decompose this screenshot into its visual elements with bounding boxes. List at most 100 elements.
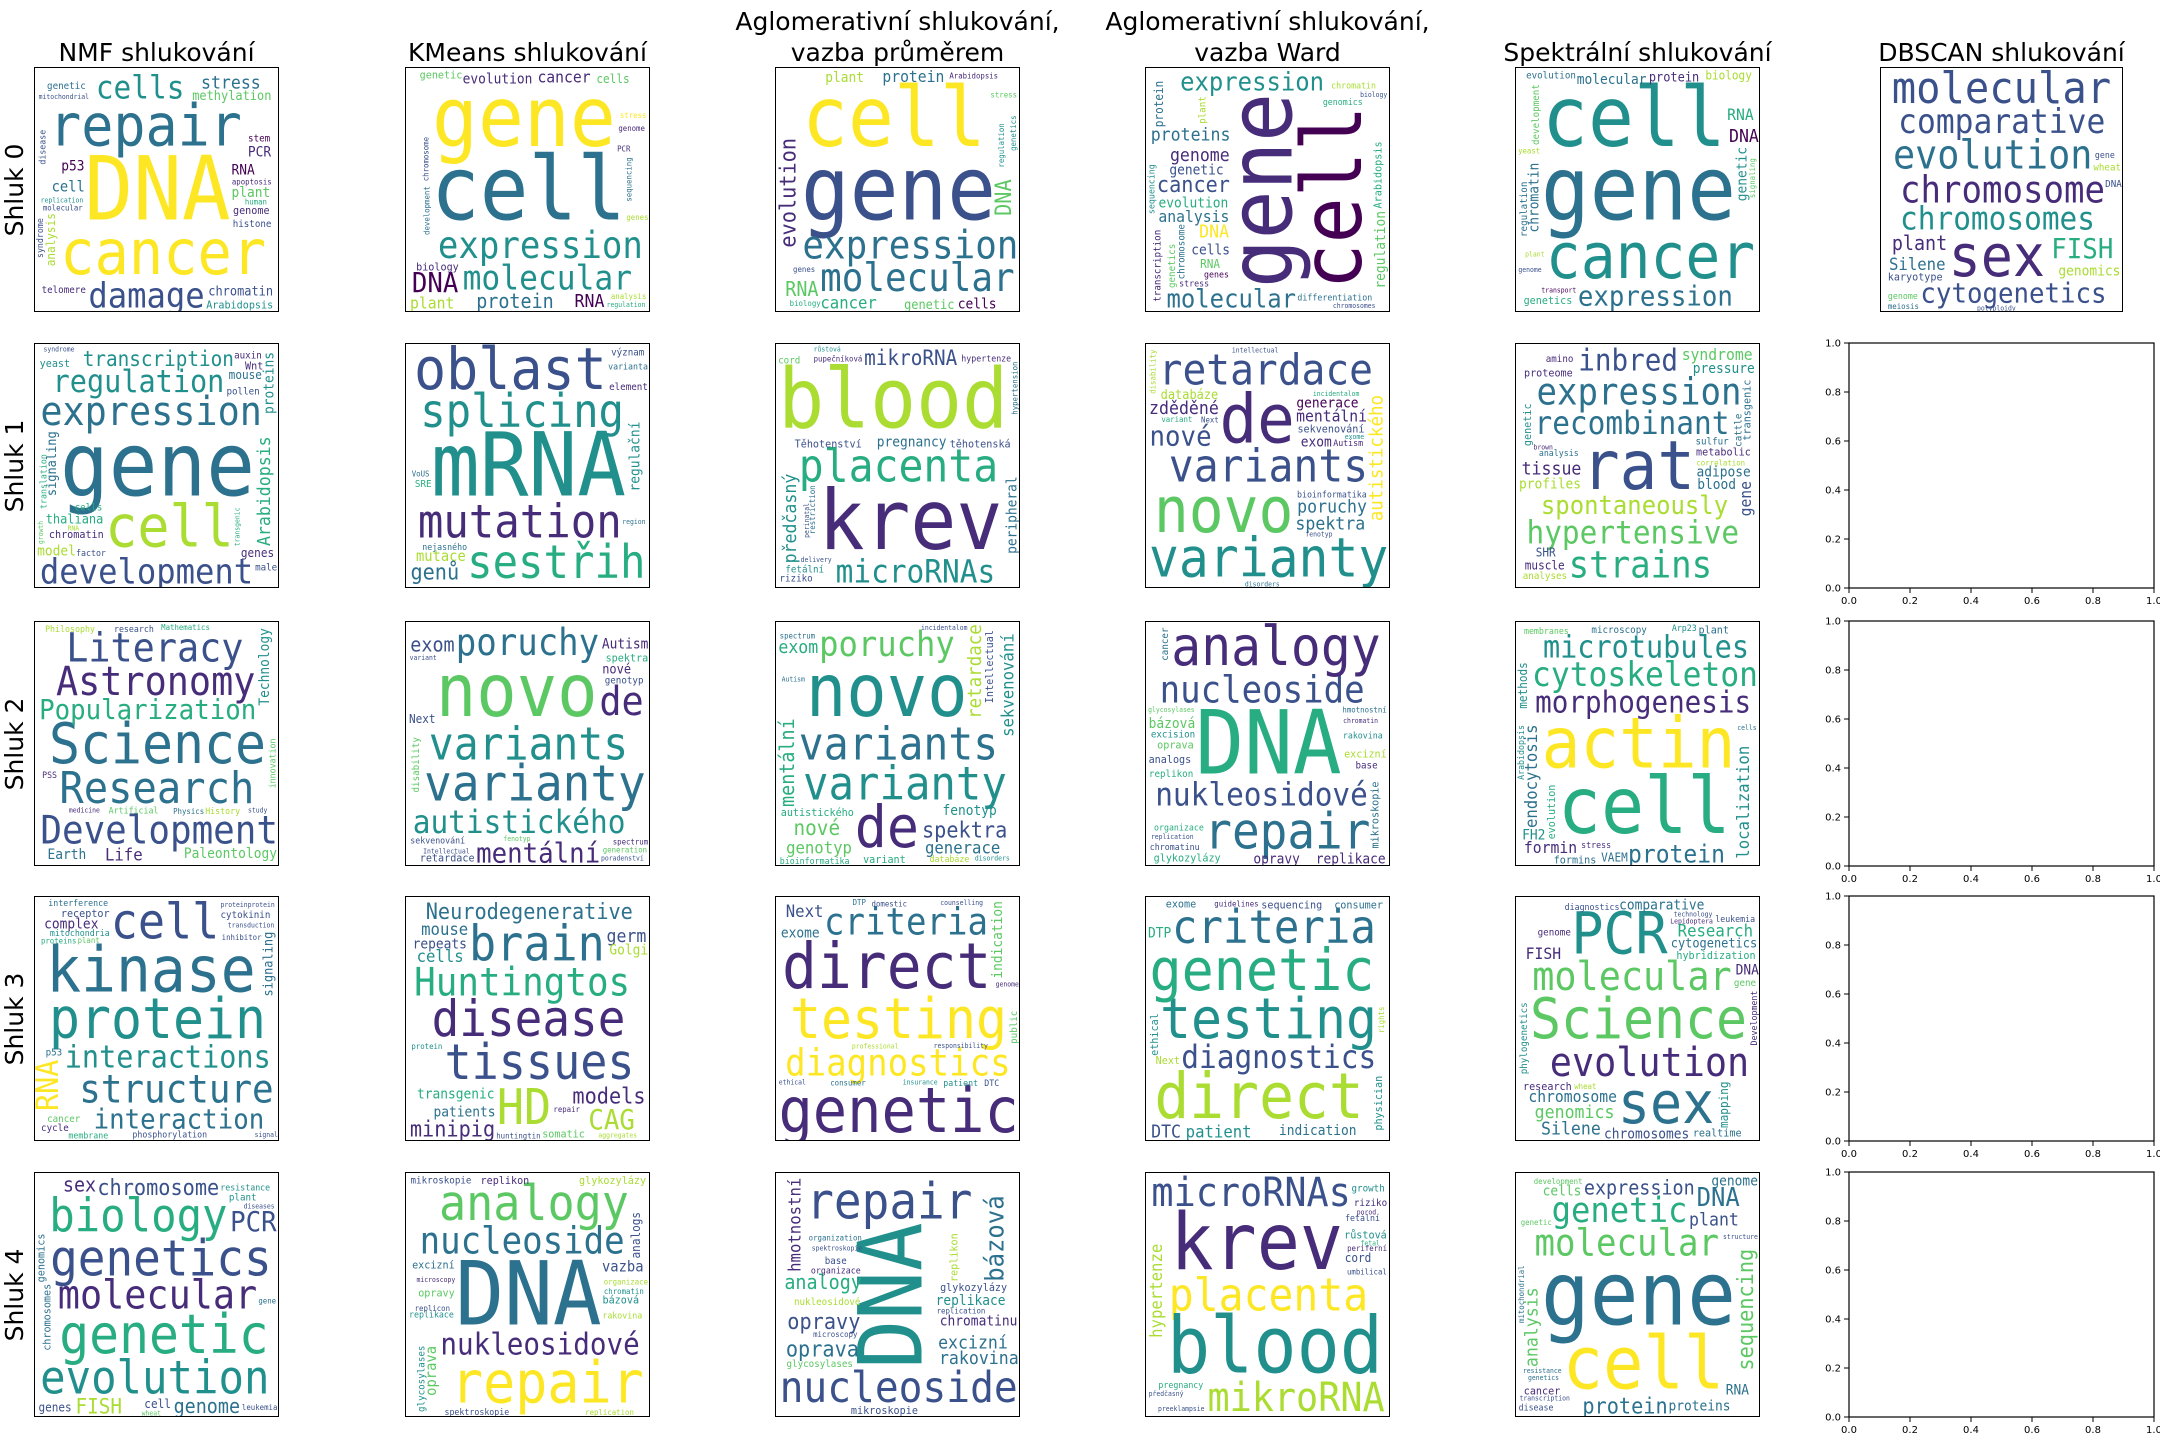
wordcloud-word: study (248, 807, 267, 815)
wordcloud-word: hypertenze (961, 354, 1011, 364)
wordcloud-word: rakovina (939, 1348, 1019, 1369)
wordcloud-word: analogs (1149, 753, 1192, 766)
wordcloud-word: biology (1705, 69, 1752, 83)
wordcloud-word: somatic (542, 1127, 585, 1140)
wordcloud-word: development (1531, 84, 1542, 145)
x-tick-label: 0.2 (1902, 1425, 1918, 1436)
wordcloud-word: glycosylases (787, 1359, 853, 1370)
wordcloud-word: evolution (1545, 785, 1558, 840)
wordcloud-word: mikroskopie (411, 1175, 472, 1186)
wordcloud-word: variant (1161, 415, 1192, 424)
wordcloud-word: patient (943, 1079, 978, 1089)
wordcloud-word: insurance (903, 1078, 938, 1086)
wordcloud-word: repair (553, 1105, 580, 1114)
wordcloud-word: growth (1352, 1184, 1385, 1195)
wordcloud-word: poruchy (456, 622, 599, 664)
y-tick-label: 0.8 (1825, 1217, 1841, 1228)
wordcloud-word: nejasného (422, 542, 467, 553)
wordcloud-word: replication (41, 196, 84, 204)
column-title: Spektrální shlukování (1428, 37, 1848, 68)
wordcloud-word: evolution (463, 72, 533, 88)
wordcloud-word: complex (44, 916, 98, 932)
wordcloud-word: signaling (262, 932, 277, 997)
wordcloud-word: formins (1554, 853, 1597, 866)
y-tick-label: 0.0 (1825, 1413, 1841, 1424)
wordcloud-word: patient (1186, 1123, 1252, 1141)
wordcloud-word: DTC (1151, 1121, 1181, 1141)
x-tick-label: 0.4 (1963, 1425, 1979, 1436)
wordcloud-word: chromosome (1177, 224, 1188, 279)
wordcloud-word: protein (1649, 71, 1699, 86)
row-label: Shluk 3 (0, 919, 30, 1119)
wordcloud-word: Mathematics (161, 623, 210, 632)
wordcloud: variantsvariantуnovoautistickéhodeporuch… (406, 622, 650, 866)
wordcloud: genecellcancerexpressionmolecularDNAprot… (1516, 68, 1760, 312)
wordcloud-word: cell (105, 493, 234, 561)
wordcloud-word: physician (1372, 1076, 1385, 1131)
wordcloud-word: profiles (1519, 477, 1581, 493)
wordcloud-word: correlation (1696, 458, 1745, 467)
wordcloud-word: human (245, 197, 267, 206)
wordcloud-word: signaling (1748, 158, 1757, 198)
wordcloud-word: Arabidopsis (1372, 141, 1385, 208)
wordcloud-word: porod (1357, 1208, 1376, 1216)
wordcloud-word: chromosomes (1604, 1127, 1689, 1141)
wordcloud-word: replication (585, 1408, 634, 1417)
wordcloud: genecellmoleculargeneticproteinexpressio… (1516, 1173, 1760, 1417)
wordcloud-word: plant (1689, 1209, 1739, 1230)
y-tick-label: 0.4 (1825, 486, 1841, 497)
wordcloud-word: riziko (779, 574, 812, 585)
y-tick-label: 0.2 (1825, 1088, 1841, 1099)
wordcloud-word: biology (790, 299, 821, 308)
wordcloud-word: factor (76, 549, 106, 559)
wordcloud-word: ethical (1148, 1013, 1161, 1056)
wordcloud-word: Development (1750, 991, 1760, 1046)
wordcloud-word: Autism (602, 637, 649, 653)
wordcloud-word: opravy (418, 1287, 455, 1300)
x-tick-label: 0.6 (2024, 1425, 2040, 1436)
y-tick-label: 0.2 (1825, 535, 1841, 546)
wordcloud-word: biology (1360, 91, 1387, 99)
wordcloud-word: Philosophy (45, 625, 95, 635)
wordcloud-word: sestřih (467, 535, 645, 588)
wordcloud-word: cord (778, 355, 800, 366)
wordcloud-word: analysis (611, 292, 647, 301)
wordcloud: DNAnucleosiderepairnukleosidovéanalogyre… (776, 1173, 1020, 1417)
wordcloud-word: nukleosidové (794, 1296, 860, 1308)
wordcloud: proteinkinaseinteractionsstructurecellsi… (35, 897, 279, 1141)
y-tick-label: 1.0 (1825, 1168, 1841, 1179)
column-title: KMeans shlukování (318, 37, 738, 68)
column-title: Aglomerativní shlukování, vazba Ward (1058, 6, 1478, 68)
wordcloud-word: genetics (1167, 244, 1178, 288)
wordcloud-word: sex (63, 1173, 96, 1197)
wordcloud-word: proteins (41, 937, 77, 946)
wordcloud-word: yeast (40, 357, 70, 370)
wordcloud-word: genetic (420, 69, 463, 82)
wordcloud-word: mitochondrial (1517, 1265, 1526, 1323)
x-tick-label: 0.6 (2024, 1149, 2040, 1160)
wordcloud-word: histone (233, 219, 272, 230)
y-tick-label: 0.6 (1825, 715, 1841, 726)
wordcloud: mRNAsplicingmutationoblastsestřihmutaceg… (406, 344, 650, 588)
wordcloud-word: organizace (811, 1267, 861, 1277)
wordcloud-word: replikon (948, 1233, 961, 1282)
wordcloud-word: chromosome (421, 137, 430, 181)
wordcloud-word: genome (996, 980, 1019, 988)
wordcloud-word: Golgi (609, 943, 648, 959)
wordcloud-word: mitochondrial (39, 93, 89, 101)
wordcloud-word: Intellectual (423, 847, 470, 855)
row-label: Shluk 4 (0, 1195, 30, 1395)
wordcloud-word: model (37, 544, 76, 560)
wordcloud-word: yeast (1518, 147, 1540, 156)
wordcloud-word: chromosome (97, 1176, 219, 1201)
wordcloud-word: DNA (1729, 126, 1759, 147)
wordcloud-word: generation (603, 846, 647, 855)
y-tick-label: 0.6 (1825, 990, 1841, 1001)
wordcloud-word: VoUS (412, 470, 430, 479)
wordcloud-word: sekvenování (410, 837, 465, 847)
wordcloud-word: transcription (1153, 230, 1164, 302)
